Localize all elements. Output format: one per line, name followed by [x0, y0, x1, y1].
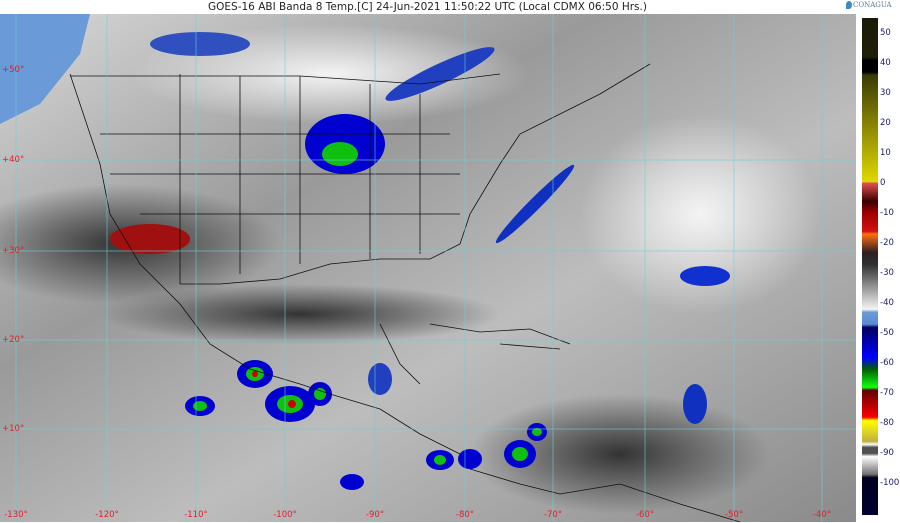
warm-region-mexico: [110, 224, 190, 254]
longitude-label: -100°: [273, 510, 297, 520]
colorbar-tick-label: 10: [880, 148, 891, 159]
cloud-band: [385, 47, 495, 101]
latitude-label: +10°: [2, 424, 25, 434]
colorbar-tick-label: -50: [880, 328, 894, 339]
cold-cloud-nw: [0, 14, 90, 124]
colorbar-tick-label: 30: [880, 88, 891, 99]
latitude-label: +30°: [2, 246, 25, 256]
colorbar-tick-label: -40: [880, 298, 894, 309]
colorbar-tick-label: -80: [880, 418, 894, 429]
longitude-label: -70°: [543, 510, 563, 520]
longitude-label: -50°: [724, 510, 744, 520]
colorbar-tick-label: -10: [880, 208, 894, 219]
colorbar-tick-label: 20: [880, 118, 891, 129]
colorbar-tick-label: -100: [880, 478, 900, 489]
temperature-colorbar: [862, 18, 878, 515]
longitude-label: -110°: [184, 510, 208, 520]
longitude-label: -120°: [95, 510, 119, 520]
water-drop-icon: [846, 1, 852, 9]
cloud-band: [495, 164, 575, 244]
colorbar-tick-label: 50: [880, 28, 891, 38]
image-title: GOES-16 ABI Banda 8 Temp.[C] 24-Jun-2021…: [208, 1, 647, 13]
colorbar-tick-label: 0: [880, 178, 886, 189]
colorbar-tick-label: -60: [880, 358, 894, 369]
latitude-label: +20°: [2, 335, 25, 345]
longitude-label: -130°: [4, 510, 28, 520]
longitude-label: -60°: [635, 510, 655, 520]
colorbar-tick-label: -90: [880, 448, 894, 459]
longitude-label: -80°: [455, 510, 475, 520]
conagua-logo: CONAGUA: [846, 1, 892, 9]
coastlines-borders: [69, 63, 741, 522]
graticule: [0, 14, 856, 522]
colorbar-tick-label: 40: [880, 58, 891, 69]
longitude-label: -90°: [365, 510, 385, 520]
cloud-band: [150, 32, 250, 56]
logo-text: CONAGUA: [853, 1, 892, 9]
dry-air-region: [100, 284, 500, 344]
colorbar-tick-label: -70: [880, 388, 894, 399]
latitude-label: +50°: [2, 65, 25, 75]
colorbar-tick-label: -30: [880, 268, 894, 279]
storm-core: [322, 142, 358, 166]
colorbar-tick-label: -20: [880, 238, 894, 249]
longitude-label: -40°: [812, 510, 832, 520]
latitude-label: +40°: [2, 155, 25, 165]
storm-atlantic: [680, 266, 730, 286]
moist-air-region: [580, 114, 820, 314]
convective-cells: [185, 360, 707, 490]
satellite-map: [0, 14, 856, 522]
